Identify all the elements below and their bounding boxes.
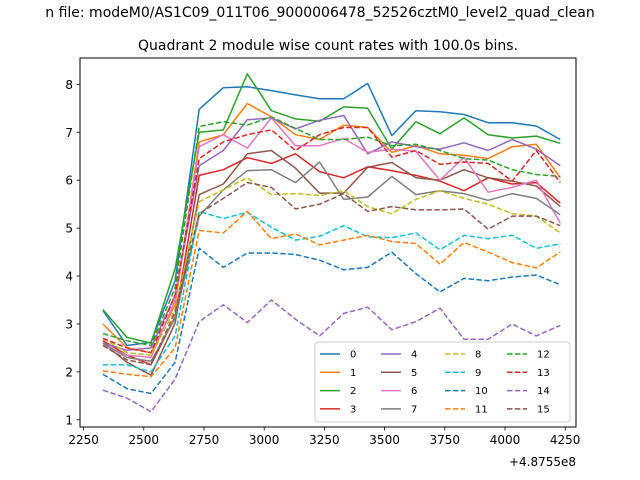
legend-label-1: 1 xyxy=(350,368,356,379)
y-tick-label: 2 xyxy=(65,365,73,379)
series-layer xyxy=(102,73,561,413)
legend-label-12: 12 xyxy=(537,350,550,361)
series-line-12 xyxy=(102,116,561,347)
x-tick-label: 2500 xyxy=(129,433,160,447)
legend-label-10: 10 xyxy=(475,386,488,397)
chart-title: Quadrant 2 module wise count rates with … xyxy=(138,38,518,54)
legend-label-5: 5 xyxy=(411,368,417,379)
series-line-7 xyxy=(102,161,561,363)
x-tick-label: 3750 xyxy=(430,433,461,447)
series-line-0 xyxy=(102,82,561,347)
x-tick-label: 4250 xyxy=(550,433,581,447)
legend-label-8: 8 xyxy=(475,350,481,361)
axes-frame xyxy=(79,57,577,428)
series-line-15 xyxy=(102,181,561,366)
legend-label-2: 2 xyxy=(350,386,356,397)
series-line-6 xyxy=(102,117,561,359)
x-tick-label: 3500 xyxy=(369,433,400,447)
y-tick-label: 3 xyxy=(65,317,73,331)
y-tick-label: 7 xyxy=(65,126,73,140)
y-tick-label: 4 xyxy=(65,270,73,284)
series-line-9 xyxy=(102,210,561,373)
legend-label-9: 9 xyxy=(475,368,481,379)
legend-label-0: 0 xyxy=(350,350,356,361)
y-tick-label: 8 xyxy=(65,78,73,92)
series-line-8 xyxy=(102,177,561,356)
legend-box xyxy=(314,341,571,423)
legend-label-7: 7 xyxy=(411,404,417,415)
series-line-11 xyxy=(102,210,561,378)
y-tick-label: 1 xyxy=(65,413,73,427)
x-tick-label: 2750 xyxy=(189,433,220,447)
legend-label-11: 11 xyxy=(475,404,488,415)
x-tick-label: 4000 xyxy=(490,433,521,447)
legend-label-3: 3 xyxy=(350,404,356,415)
legend-label-15: 15 xyxy=(537,404,550,415)
x-axis-ticks: 2250 2500 2750 3000 3250 3500 3750 4000 4250 xyxy=(68,427,580,447)
x-axis-offset-label: +4.8755e8 xyxy=(509,455,576,469)
series-line-13 xyxy=(102,126,561,354)
legend-label-14: 14 xyxy=(537,386,550,397)
x-tick-label: 2250 xyxy=(68,433,99,447)
legend-label-13: 13 xyxy=(537,368,550,379)
y-axis-ticks: 1 2 3 4 5 6 7 8 xyxy=(65,78,80,427)
legend-label-6: 6 xyxy=(411,386,417,397)
x-tick-label: 3250 xyxy=(309,433,340,447)
series-line-14 xyxy=(102,299,561,413)
series-line-2 xyxy=(102,73,561,344)
y-tick-label: 6 xyxy=(65,174,73,188)
legend-label-4: 4 xyxy=(411,350,417,361)
x-tick-label: 3000 xyxy=(249,433,280,447)
y-tick-label: 5 xyxy=(65,222,73,236)
series-line-10 xyxy=(102,247,561,395)
figure-suptitle: n file: modeM0/AS1C09_011T06_9000006478_… xyxy=(45,5,594,21)
